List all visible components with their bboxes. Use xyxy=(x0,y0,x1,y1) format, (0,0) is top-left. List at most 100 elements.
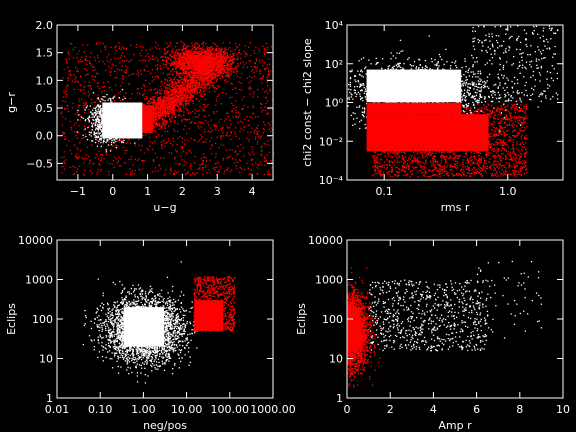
data-point xyxy=(157,104,159,106)
data-point xyxy=(193,60,195,62)
data-point xyxy=(220,48,222,51)
data-point xyxy=(230,50,232,52)
data-point xyxy=(182,62,184,64)
data-point xyxy=(213,71,215,73)
data-point xyxy=(163,157,165,159)
data-point xyxy=(183,83,185,86)
data-point xyxy=(88,60,90,62)
data-point xyxy=(265,96,267,98)
data-point xyxy=(221,63,224,65)
data-point xyxy=(270,127,272,129)
data-point xyxy=(188,59,190,61)
data-point xyxy=(179,63,181,65)
data-point xyxy=(194,75,196,77)
data-point xyxy=(173,60,175,63)
data-point xyxy=(175,87,177,89)
data-point xyxy=(198,114,200,116)
data-point xyxy=(154,167,157,169)
data-point xyxy=(163,125,166,127)
data-point xyxy=(263,91,266,93)
data-point xyxy=(228,47,231,49)
data-point xyxy=(118,160,120,162)
data-point xyxy=(162,123,164,126)
data-point xyxy=(202,48,205,50)
data-point xyxy=(149,100,151,102)
data-point xyxy=(66,108,69,110)
data-point xyxy=(227,80,229,82)
data-point xyxy=(155,100,157,102)
data-point xyxy=(268,128,270,131)
data-point xyxy=(196,86,198,88)
data-point xyxy=(174,156,176,159)
data-point xyxy=(171,92,173,94)
data-point xyxy=(221,62,223,64)
data-point xyxy=(249,86,251,88)
data-point xyxy=(185,51,187,53)
data-point xyxy=(214,124,216,127)
data-point xyxy=(253,91,255,93)
data-point xyxy=(96,173,98,175)
data-point xyxy=(200,163,203,166)
data-point xyxy=(250,80,252,82)
data-point xyxy=(270,130,272,133)
data-point xyxy=(205,164,207,166)
data-point xyxy=(77,158,79,160)
data-point xyxy=(171,85,173,87)
data-point xyxy=(128,61,130,63)
data-point xyxy=(265,143,267,145)
data-point xyxy=(184,54,186,56)
data-point xyxy=(199,71,201,73)
data-point xyxy=(154,76,156,78)
data-point xyxy=(187,56,190,58)
data-point xyxy=(236,46,238,48)
data-point xyxy=(168,96,170,99)
data-point xyxy=(257,124,259,127)
data-point xyxy=(215,62,217,65)
data-point xyxy=(64,138,66,140)
data-point xyxy=(118,69,120,71)
data-point xyxy=(192,82,195,84)
data-point xyxy=(162,59,164,61)
data-point xyxy=(199,139,201,141)
data-point xyxy=(213,64,215,66)
data-point xyxy=(230,59,233,62)
data-point xyxy=(176,143,178,146)
data-point xyxy=(225,79,227,81)
data-point xyxy=(178,95,180,98)
data-point xyxy=(165,57,167,59)
data-point xyxy=(190,111,192,114)
data-point xyxy=(170,55,172,57)
data-point xyxy=(177,107,180,110)
data-point xyxy=(150,101,153,103)
data-point xyxy=(78,50,81,52)
data-point xyxy=(175,91,177,93)
data-point xyxy=(210,59,212,61)
data-point xyxy=(169,169,172,171)
data-point xyxy=(239,120,241,123)
data-point xyxy=(164,108,166,110)
data-point xyxy=(237,145,239,148)
data-point xyxy=(198,44,200,46)
data-point xyxy=(89,170,91,172)
data-point xyxy=(182,72,184,75)
data-point xyxy=(171,152,173,154)
data-point xyxy=(144,160,146,162)
data-point xyxy=(167,80,169,83)
data-point xyxy=(220,56,223,59)
data-point xyxy=(85,59,87,62)
data-point xyxy=(203,70,205,72)
data-point xyxy=(125,69,127,71)
data-point xyxy=(174,100,176,102)
data-point xyxy=(67,66,69,68)
data-point xyxy=(80,115,82,117)
data-point xyxy=(84,68,86,70)
data-point xyxy=(200,67,203,69)
data-point xyxy=(267,70,269,73)
data-point xyxy=(167,68,169,70)
data-point xyxy=(78,98,80,100)
data-point xyxy=(208,124,210,126)
data-point xyxy=(179,89,182,92)
data-point xyxy=(205,60,208,62)
data-point xyxy=(178,75,181,77)
data-point xyxy=(203,89,205,92)
